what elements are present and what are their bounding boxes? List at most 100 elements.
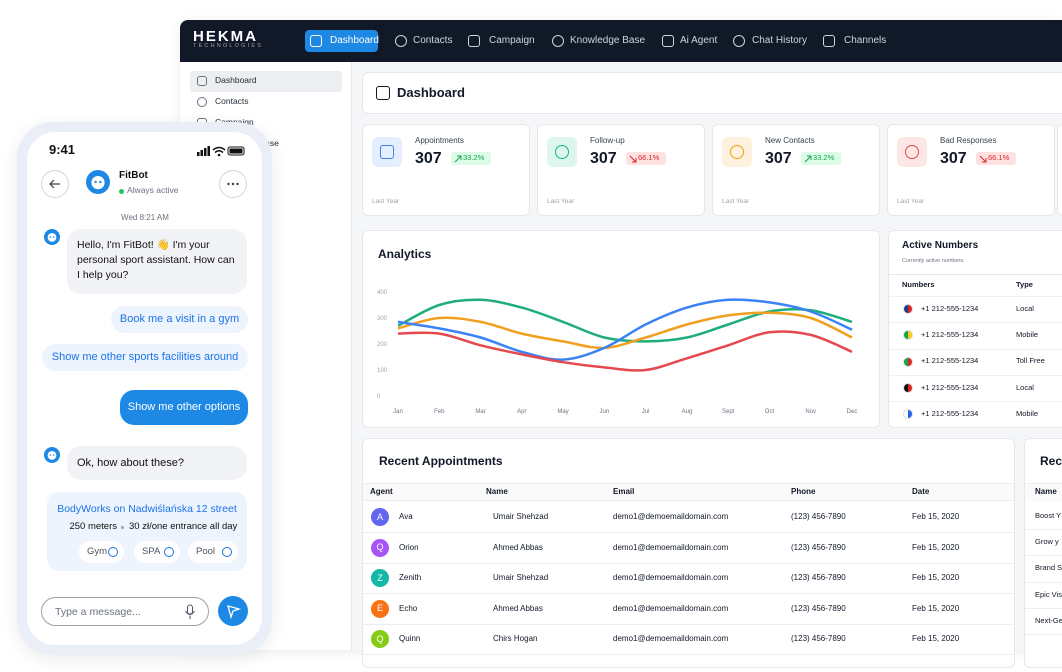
online-dot <box>119 189 124 194</box>
table-cell: Ahmed Abbas <box>493 603 543 613</box>
logo-subtitle: TECHNOLOGIES <box>193 43 264 50</box>
flag <box>903 409 913 419</box>
send-button[interactable] <box>218 596 248 626</box>
more-icon <box>227 182 239 186</box>
analytics-card <box>362 230 880 428</box>
chart-title: Analytics <box>378 246 432 261</box>
more-button[interactable] <box>219 170 247 198</box>
stat-value: 307 <box>590 149 617 167</box>
nav-active[interactable] <box>305 30 378 52</box>
nav-item[interactable]: Dashboard <box>330 35 379 46</box>
row-divider <box>1025 555 1062 557</box>
number-type: Local <box>1016 382 1034 392</box>
nav-item[interactable]: Ai Agent <box>680 35 718 46</box>
icon <box>395 35 407 47</box>
table-cell: demo1@demoemaildomain.com <box>613 603 729 613</box>
agent-name: Ava <box>399 512 413 522</box>
stat-value: 307 <box>415 149 442 167</box>
separator-dot <box>121 526 124 529</box>
nav-item[interactable]: Campaign <box>489 35 535 46</box>
row-divider <box>363 532 1014 533</box>
stat-label: Follow-up <box>590 136 625 146</box>
tag-label: Gym <box>87 546 108 558</box>
back-button[interactable] <box>41 170 69 198</box>
table-cell: Next-Ge <box>1035 615 1062 625</box>
table-cell: Feb 15, 2020 <box>912 634 960 644</box>
trend-arrow <box>454 152 462 164</box>
tag-label: Pool <box>196 546 216 558</box>
icon <box>108 547 118 557</box>
stat-period: Last Year <box>372 198 400 206</box>
tag[interactable] <box>79 541 124 563</box>
trend-arrow <box>804 152 812 164</box>
icon <box>380 145 394 159</box>
clock: 9:41 <box>49 141 76 157</box>
column-header: Phone <box>791 487 816 497</box>
table-cell: (123) 456-7890 <box>791 542 846 552</box>
table-cell: demo1@demoemaildomain.com <box>613 573 729 583</box>
tag[interactable] <box>134 541 180 563</box>
number-type: Mobile <box>1016 330 1039 339</box>
row-divider <box>363 593 1014 594</box>
avatar <box>371 569 389 587</box>
number-type: Local <box>1016 303 1034 313</box>
icon <box>376 86 390 100</box>
table-cell: Brand S <box>1035 563 1062 573</box>
icon <box>552 35 564 47</box>
page-title: Dashboard <box>397 84 465 100</box>
sidebar-item[interactable]: Dashboard <box>215 75 257 86</box>
card-title: Rece <box>1040 453 1062 468</box>
active-numbers-card <box>888 230 1062 428</box>
arrow-icon <box>454 155 462 163</box>
stat-card <box>887 124 1055 216</box>
quick-reply[interactable]: Book me a visit in a gym <box>111 306 248 333</box>
avatar <box>371 630 389 648</box>
sidebar-item[interactable]: Contacts <box>215 96 249 107</box>
nav-item[interactable]: Chat History <box>752 35 808 46</box>
table-cell: Umair Shehzad <box>493 573 549 583</box>
phone-number: +1 212-555-1234 <box>921 303 979 313</box>
icon <box>733 35 745 47</box>
quick-reply[interactable]: Show me other sports facilities around <box>42 344 248 371</box>
user-bubble[interactable]: Show me other options <box>120 390 248 425</box>
bot-face <box>91 176 105 190</box>
icon <box>197 97 207 107</box>
tag[interactable] <box>188 541 238 563</box>
row-divider <box>363 654 1014 655</box>
icon <box>164 547 174 557</box>
icon <box>905 145 919 159</box>
stat-label: New Contacts <box>765 136 815 146</box>
phone-number: +1 212-555-1234 <box>921 382 979 392</box>
stat-value: 307 <box>765 149 792 167</box>
table-cell: Feb 15, 2020 <box>912 512 960 522</box>
avatar-initial: Q <box>376 633 384 644</box>
number-type: Toll Free <box>1016 356 1045 366</box>
card-price: 30 zł/one entrance all day <box>129 521 238 533</box>
row-divider <box>1025 607 1062 609</box>
bot-avatar <box>44 447 60 463</box>
back-icon <box>49 179 60 189</box>
stat-card <box>1057 124 1062 216</box>
arrow-icon <box>629 155 637 163</box>
divider <box>888 374 1062 376</box>
message-input[interactable]: Type a message... <box>41 597 209 626</box>
nav-item[interactable]: Contacts <box>413 35 453 46</box>
phone-screen: 9:41 FitBot Always active Wed 8:21 AM Hello,… <box>27 132 262 645</box>
sidebar-active[interactable] <box>190 71 342 92</box>
agent-name: Quinn <box>399 634 421 644</box>
icon <box>468 35 480 47</box>
stat-label: Appointments <box>415 136 464 146</box>
status-icons <box>197 146 245 157</box>
flag <box>903 330 913 341</box>
nav-item[interactable]: Channels <box>844 35 887 46</box>
nav-item[interactable]: Knowledge Base <box>570 35 646 46</box>
column-header: Agent <box>370 487 393 497</box>
bot-status: Always active <box>127 185 179 196</box>
tag-label: SPA <box>142 546 161 558</box>
column-header: Name <box>1035 487 1057 497</box>
avatar-initial: Q <box>376 542 384 553</box>
table-cell: demo1@demoemaildomain.com <box>613 542 729 552</box>
stat-change-bg <box>451 152 491 165</box>
avatar <box>371 538 389 557</box>
